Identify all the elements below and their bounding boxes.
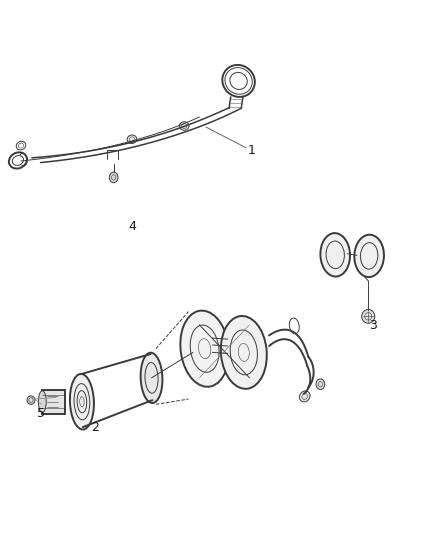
Text: 3: 3 [370,319,378,333]
Ellipse shape [127,135,137,143]
Text: 5: 5 [37,407,46,421]
Text: 1: 1 [248,144,256,157]
Ellipse shape [141,353,162,403]
Circle shape [110,172,118,183]
Bar [42,390,65,414]
Ellipse shape [221,316,267,389]
Circle shape [316,379,325,390]
Ellipse shape [70,374,94,430]
Ellipse shape [362,310,375,323]
Ellipse shape [180,311,229,387]
Text: 2: 2 [91,421,99,434]
Ellipse shape [180,122,189,130]
Ellipse shape [320,233,350,277]
Ellipse shape [39,391,46,413]
Ellipse shape [354,235,384,277]
Ellipse shape [27,396,35,405]
Ellipse shape [300,391,310,402]
Text: 4: 4 [128,220,136,233]
